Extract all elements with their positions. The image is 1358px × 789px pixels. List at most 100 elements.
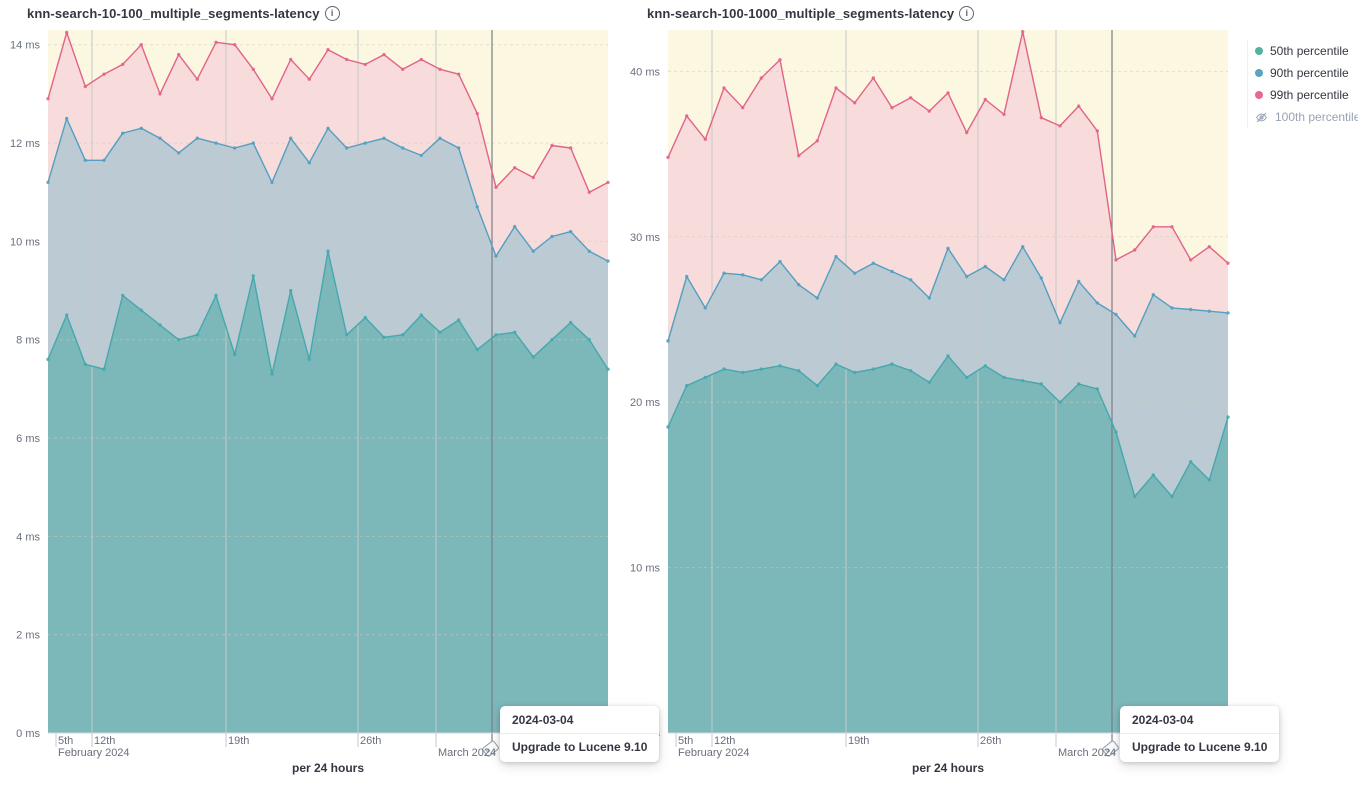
data-point bbox=[438, 67, 442, 72]
data-point bbox=[741, 273, 745, 277]
data-point bbox=[965, 274, 969, 279]
data-point bbox=[46, 180, 50, 185]
info-icon[interactable] bbox=[959, 6, 975, 21]
data-point bbox=[177, 151, 181, 155]
data-point bbox=[1114, 430, 1118, 434]
data-point bbox=[853, 370, 857, 375]
data-point bbox=[587, 338, 591, 342]
data-point bbox=[1058, 124, 1062, 128]
x-axis-month-label: March 2024 bbox=[1058, 747, 1117, 759]
data-point bbox=[382, 136, 386, 140]
data-point bbox=[1170, 225, 1174, 229]
data-point bbox=[382, 335, 386, 339]
data-point bbox=[759, 76, 763, 80]
legend-dot-icon bbox=[1255, 47, 1263, 55]
y-axis-tick-label: 6 ms bbox=[16, 433, 40, 445]
chart-header: knn-search-100-1000_multiple_segments-la… bbox=[647, 6, 975, 21]
data-point bbox=[326, 249, 330, 253]
info-icon[interactable] bbox=[324, 6, 340, 21]
data-point bbox=[475, 205, 479, 209]
x-axis-label: 19th bbox=[228, 735, 250, 747]
data-point bbox=[815, 139, 819, 143]
data-point bbox=[307, 77, 311, 81]
chart-canvas[interactable]: 0 ms 2 ms 4 ms 6 ms 8 ms 10 ms 12 ms 14 ms bbox=[0, 0, 620, 760]
chart-legend: 50th percentile 90th percentile 99th perce… bbox=[1247, 40, 1358, 128]
data-point bbox=[946, 354, 950, 358]
data-point bbox=[214, 293, 218, 298]
data-point bbox=[307, 161, 311, 165]
data-point bbox=[102, 367, 106, 371]
data-point bbox=[513, 224, 517, 229]
data-point bbox=[1021, 245, 1025, 249]
x-axis-label: 19th bbox=[848, 735, 870, 747]
data-point bbox=[666, 425, 670, 429]
data-point bbox=[666, 339, 670, 343]
data-point bbox=[1021, 379, 1025, 383]
data-point bbox=[666, 155, 670, 160]
chart-panel-knn-10-100: 0 ms 2 ms 4 ms 6 ms 8 ms 10 ms 12 ms 14 ms knn-… bbox=[0, 0, 620, 789]
data-point bbox=[419, 153, 423, 158]
data-point bbox=[363, 141, 367, 145]
data-point bbox=[233, 146, 237, 150]
data-point bbox=[1058, 400, 1062, 404]
data-point bbox=[83, 362, 88, 366]
data-point bbox=[759, 278, 763, 282]
data-point bbox=[741, 370, 745, 375]
x-axis-month-label: February 2024 bbox=[58, 747, 130, 759]
data-point bbox=[550, 338, 554, 342]
data-point bbox=[797, 369, 801, 373]
annotation-date: 2024-03-04 bbox=[512, 713, 574, 727]
annotation-marker-icon[interactable] bbox=[1102, 740, 1119, 757]
data-point bbox=[457, 318, 461, 322]
data-point bbox=[1133, 248, 1137, 252]
legend-item-90th-percentile[interactable]: 90th percentile bbox=[1248, 62, 1358, 84]
data-point bbox=[475, 347, 479, 352]
data-point bbox=[927, 380, 931, 384]
data-point bbox=[871, 261, 875, 265]
data-point bbox=[102, 158, 106, 162]
data-point bbox=[1170, 494, 1174, 499]
data-point bbox=[871, 76, 875, 80]
data-point bbox=[1039, 276, 1043, 280]
x-axis-month-label: March 2024 bbox=[438, 747, 497, 759]
data-point bbox=[438, 330, 442, 334]
data-point bbox=[345, 57, 349, 62]
x-axis-month-label: February 2024 bbox=[678, 747, 750, 759]
data-point bbox=[722, 367, 726, 371]
data-point bbox=[1002, 278, 1006, 282]
data-point bbox=[1039, 116, 1043, 120]
data-point bbox=[401, 333, 405, 337]
data-point bbox=[606, 259, 610, 263]
annotation-marker-icon[interactable] bbox=[482, 740, 499, 757]
data-point bbox=[778, 364, 782, 368]
data-point bbox=[289, 57, 293, 62]
data-point bbox=[195, 333, 199, 337]
eye-off-icon bbox=[1256, 112, 1267, 122]
data-point bbox=[46, 97, 50, 101]
data-point bbox=[909, 369, 913, 373]
data-point bbox=[251, 274, 255, 278]
data-point bbox=[853, 271, 857, 275]
data-point bbox=[475, 111, 479, 116]
data-point bbox=[606, 180, 610, 185]
legend-dot-icon bbox=[1255, 69, 1263, 77]
legend-item-100th-percentile[interactable]: 100th percentile bbox=[1248, 106, 1358, 128]
data-point bbox=[419, 57, 423, 62]
data-point bbox=[1189, 307, 1193, 312]
y-axis-tick-label: 20 ms bbox=[630, 397, 660, 409]
legend-item-99th-percentile[interactable]: 99th percentile bbox=[1248, 84, 1358, 106]
data-point bbox=[1077, 382, 1081, 386]
data-point bbox=[401, 67, 405, 72]
annotation-label: Upgrade to Lucene 9.10 bbox=[1120, 733, 1280, 762]
data-point bbox=[177, 52, 181, 57]
data-point bbox=[1077, 279, 1081, 284]
data-point bbox=[513, 330, 517, 334]
data-point bbox=[797, 154, 801, 158]
data-point bbox=[569, 229, 573, 234]
chart-title: knn-search-100-1000_multiple_segments-la… bbox=[647, 6, 955, 21]
data-point bbox=[419, 313, 423, 317]
legend-item-50th-percentile[interactable]: 50th percentile bbox=[1248, 40, 1358, 62]
data-point bbox=[1095, 129, 1099, 133]
